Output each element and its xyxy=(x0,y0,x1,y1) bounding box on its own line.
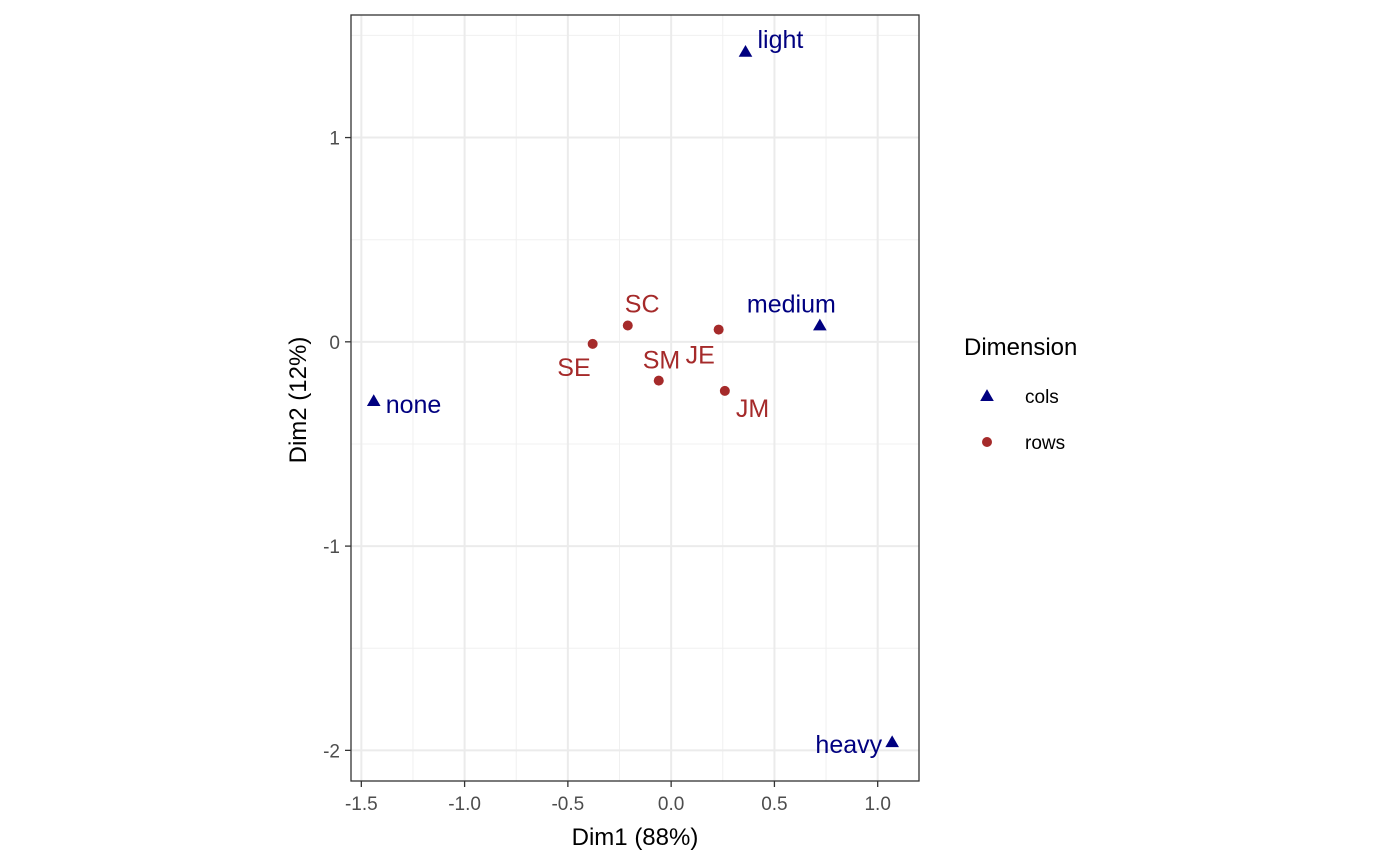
legend-key-cols xyxy=(980,389,994,401)
point-medium xyxy=(813,318,827,331)
legend-label-rows: rows xyxy=(1025,433,1065,454)
legend: Dimension cols rows xyxy=(964,334,1077,454)
x-tick-label: 0.0 xyxy=(658,794,684,815)
label-none: none xyxy=(386,391,442,419)
y-tick-label: 0 xyxy=(329,333,340,354)
label-light: light xyxy=(758,26,804,54)
legend-label-cols: cols xyxy=(1025,387,1059,408)
minor-gridlines xyxy=(351,15,919,781)
y-axis-title: Dim2 (12%) xyxy=(285,337,312,464)
point-light xyxy=(738,44,753,57)
label-JE: JE xyxy=(686,342,715,370)
y-tick-label: -2 xyxy=(323,741,340,762)
label-medium: medium xyxy=(747,290,836,318)
major-gridlines xyxy=(351,15,919,781)
legend-items: cols rows xyxy=(980,387,1065,454)
x-tick-label: 1.0 xyxy=(864,794,890,815)
label-heavy: heavy xyxy=(815,731,882,759)
point-JM xyxy=(719,385,730,396)
label-SE: SE xyxy=(557,354,590,382)
data-points xyxy=(366,44,899,748)
x-tick-label: 0.5 xyxy=(761,794,787,815)
x-tick-label: -1.0 xyxy=(448,794,481,815)
point-none xyxy=(366,394,381,407)
x-tick-label: -1.5 xyxy=(345,794,378,815)
point-JE xyxy=(713,324,724,335)
point-SE xyxy=(587,338,598,349)
legend-title: Dimension xyxy=(964,334,1077,361)
x-tick-label: -0.5 xyxy=(551,794,584,815)
y-tick-label: -1 xyxy=(323,537,340,558)
point-heavy xyxy=(885,735,899,748)
point-labels: light medium none heavy SC SE SM JE JM xyxy=(386,26,883,759)
x-axis-title: Dim1 (88%) xyxy=(572,824,699,851)
label-SM: SM xyxy=(643,347,681,375)
point-SM xyxy=(653,375,664,386)
plot-panel-border xyxy=(350,14,920,782)
label-JM: JM xyxy=(736,395,769,423)
legend-key-rows xyxy=(982,437,992,447)
point-SC xyxy=(622,320,633,331)
y-tick-label: 1 xyxy=(329,129,340,150)
axis-ticks: -1.5 -1.0 -0.5 0.0 0.5 1.0 -2 -1 0 1 xyxy=(323,129,891,815)
label-SC: SC xyxy=(625,290,660,318)
